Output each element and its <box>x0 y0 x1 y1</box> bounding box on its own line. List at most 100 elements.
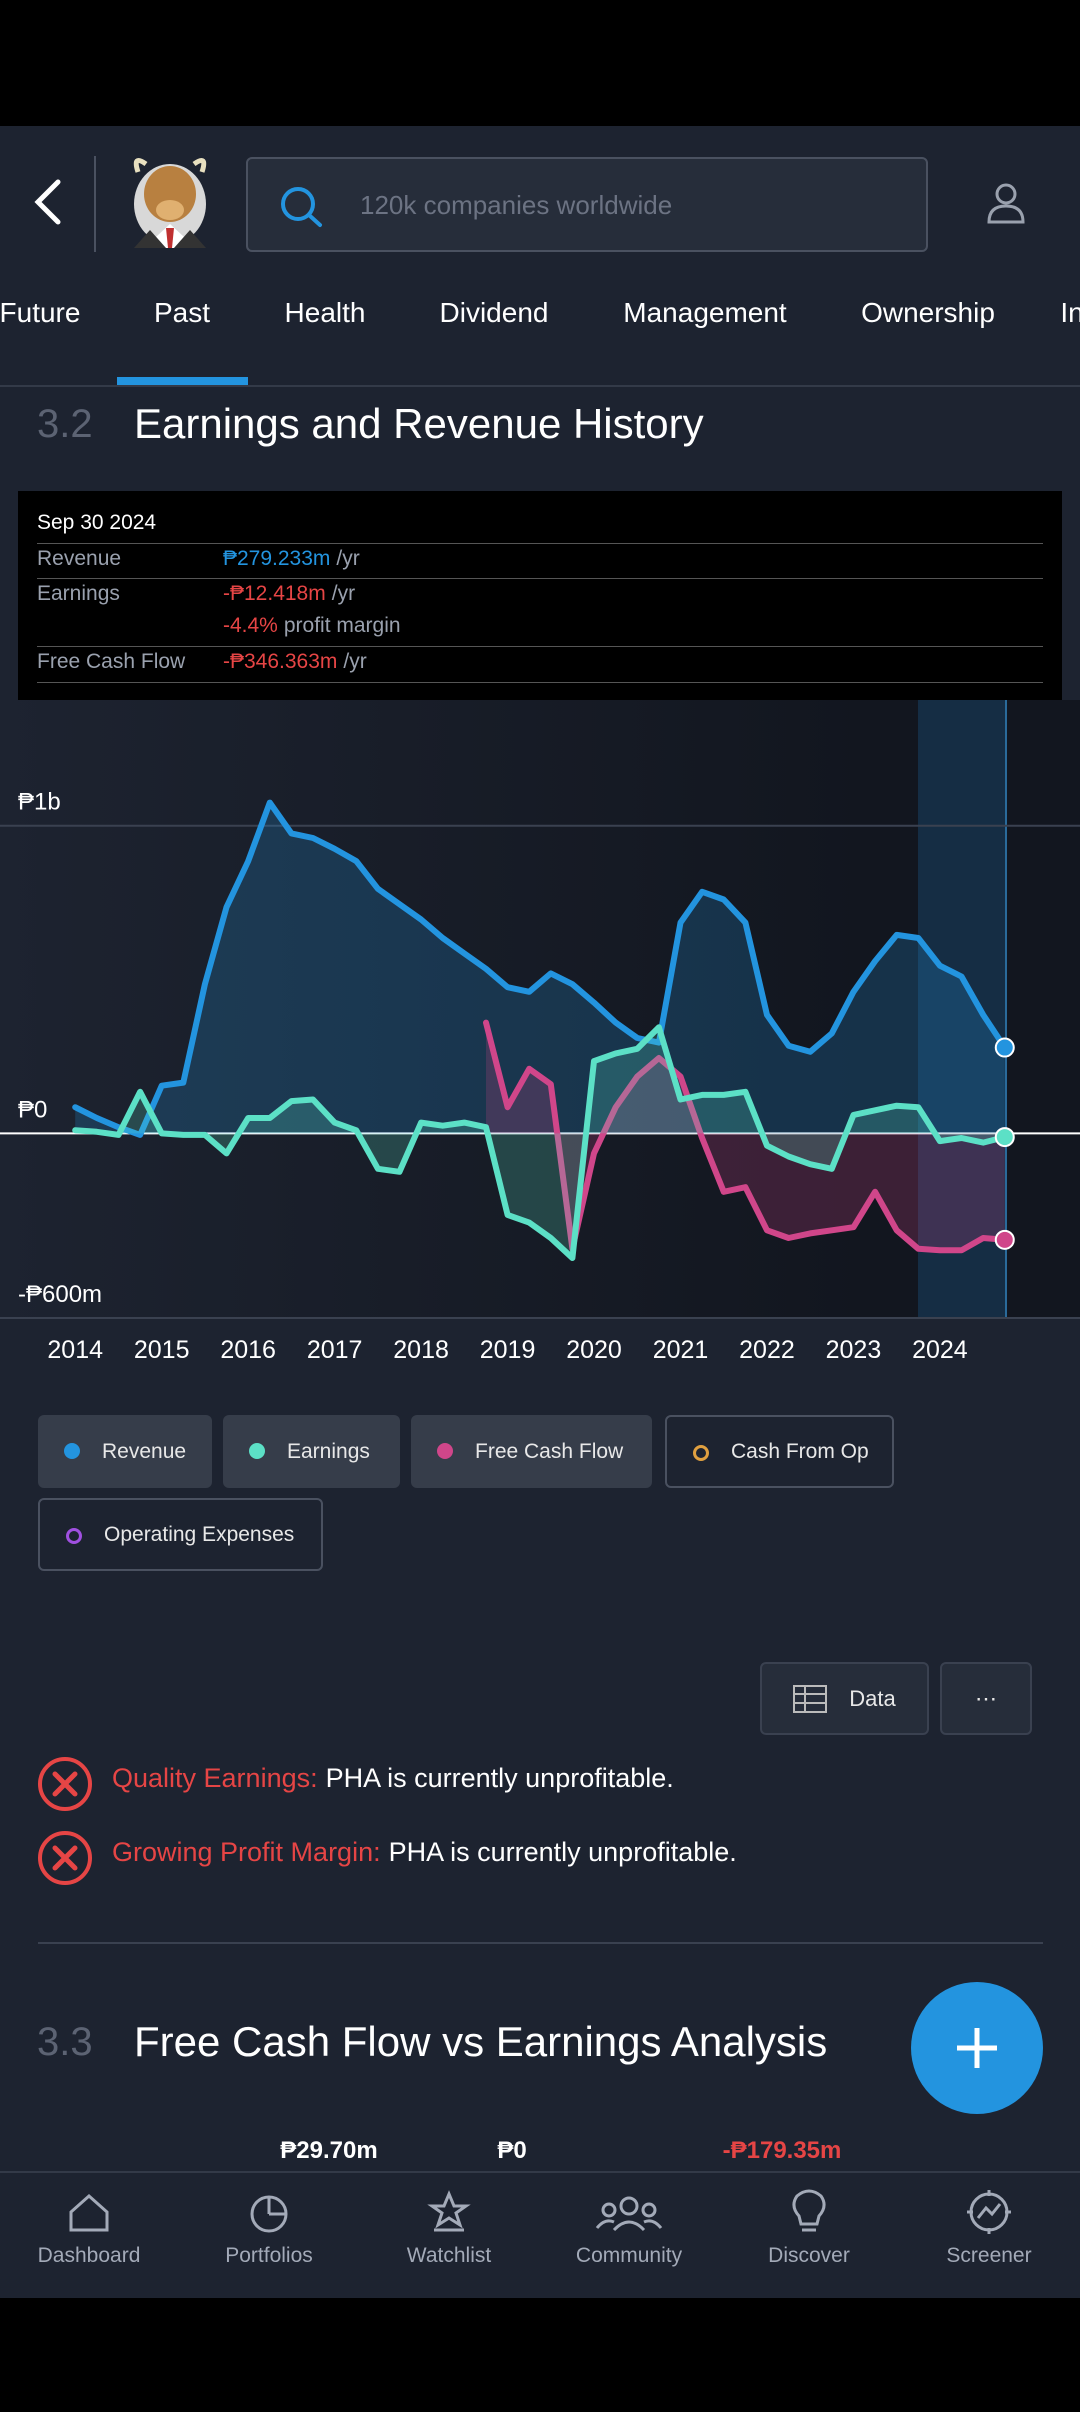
series-area <box>486 1022 1005 1251</box>
profile-icon[interactable] <box>986 182 1026 224</box>
legend-label: Operating Expenses <box>104 1522 295 1546</box>
tooltip-margin-value: -4.4% <box>223 614 278 637</box>
community-icon <box>641 2202 657 2218</box>
active-tab-indicator <box>117 377 248 385</box>
tab[interactable]: Past <box>153 297 211 328</box>
fail-icon <box>38 1757 92 1811</box>
legend-label: Free Cash Flow <box>475 1439 624 1463</box>
tooltip-value-row: ₱279.233m/yr <box>223 547 360 571</box>
screener-icon <box>967 2190 1011 2234</box>
tooltip-separator <box>37 682 1043 683</box>
nav-label[interactable]: Portfolios <box>225 2244 313 2267</box>
x-tick-label: 2019 <box>480 1336 536 1364</box>
legend-dot <box>64 1443 80 1459</box>
end-point <box>994 1037 1015 1058</box>
nav-label[interactable]: Screener <box>946 2244 1032 2267</box>
tooltip <box>18 491 1062 700</box>
nav-label[interactable]: Watchlist <box>406 2244 492 2267</box>
community-icon <box>595 2219 663 2232</box>
tooltip-label: Free Cash Flow <box>37 650 186 673</box>
bottom-nav <box>0 2171 1080 2298</box>
tab[interactable]: Management <box>623 297 787 328</box>
check-text: PHA is currently unprofitable. <box>388 1837 737 1867</box>
check-label: Growing Profit Margin: <box>112 1837 381 1867</box>
tab-border <box>0 385 1080 387</box>
discover-icon <box>792 2189 826 2232</box>
tooltip-separator <box>37 543 1043 544</box>
fail-icon <box>38 1831 92 1885</box>
x-tick-label: 2018 <box>393 1336 449 1364</box>
nav-icons <box>69 2189 1011 2234</box>
nav-label[interactable]: Community <box>575 2244 683 2267</box>
search-icon <box>281 187 322 227</box>
tab[interactable]: Ownership <box>861 297 995 328</box>
tooltip-separator <box>37 646 1043 647</box>
avatar[interactable] <box>130 152 210 248</box>
legend-dot <box>249 1443 265 1459</box>
legend-label: Earnings <box>287 1439 370 1463</box>
community-icon <box>619 2196 639 2216</box>
tooltip-value: ₱279.233m <box>223 547 331 570</box>
tab[interactable]: Health <box>284 297 366 328</box>
legend-dot <box>693 1445 709 1461</box>
legend-item[interactable]: Earnings <box>223 1415 400 1488</box>
chart: ₱1b ₱0 -₱600m 2014 2015 2016 2017 2018 2019 2020 2… <box>0 700 1080 1364</box>
data-button[interactable]: Data <box>760 1662 929 1735</box>
summary-value: ₱29.70m <box>280 2137 378 2164</box>
y-tick-label: -₱600m <box>18 1281 102 1308</box>
y-tick-label: ₱0 <box>18 1096 47 1123</box>
add-button[interactable] <box>911 1982 1043 2114</box>
x-tick-label: 2020 <box>566 1336 622 1364</box>
nav-label[interactable]: Discover <box>768 2244 850 2267</box>
tooltip-unit: /yr <box>336 547 360 570</box>
divider <box>94 156 96 252</box>
tooltip-margin-row: -4.4% profit margin <box>223 614 401 638</box>
series-area <box>75 802 1005 1135</box>
section-title: Free Cash Flow vs Earnings Analysis <box>134 2018 828 2065</box>
legend-item[interactable]: Operating Expenses <box>38 1498 323 1571</box>
x-tick-label: 2024 <box>912 1336 968 1364</box>
nav-label[interactable]: Dashboard <box>37 2244 141 2267</box>
dashboard-icon <box>69 2193 109 2232</box>
legend-item[interactable]: Revenue <box>38 1415 212 1488</box>
more-button[interactable]: ⋯ <box>940 1662 1032 1735</box>
tooltip-unit: /yr <box>343 650 367 673</box>
legend-label: Cash From Op <box>731 1439 869 1463</box>
watchlist-icon <box>427 2190 471 2229</box>
tab[interactable]: Future <box>0 297 81 328</box>
tooltip-value-row: -₱346.363m/yr <box>223 650 367 674</box>
end-point <box>994 1127 1015 1148</box>
search-placeholder: 120k companies worldwide <box>360 190 673 220</box>
legend-item[interactable]: Free Cash Flow <box>411 1415 652 1488</box>
check-text: PHA is currently unprofitable. <box>325 1763 674 1793</box>
search-box[interactable] <box>246 157 928 252</box>
summary-value: ₱0 <box>497 2137 527 2164</box>
divider <box>38 1942 1043 1944</box>
series-line <box>72 1024 1008 1261</box>
table-icon <box>793 1684 828 1713</box>
check-row: Quality Earnings: PHA is currently unprof… <box>112 1763 674 1794</box>
tab[interactable]: In <box>1060 297 1080 328</box>
legend-dot <box>66 1528 82 1544</box>
tooltip-unit: /yr <box>331 582 356 605</box>
tab[interactable]: Dividend <box>439 297 549 328</box>
series-area <box>75 1027 1005 1258</box>
x-tick-label: 2023 <box>826 1336 882 1364</box>
x-tick-label: 2017 <box>307 1336 363 1364</box>
back-button[interactable] <box>28 176 68 228</box>
data-button-label: Data <box>849 1685 896 1711</box>
chart-background <box>0 700 1080 1318</box>
tooltip-margin-text: profit margin <box>283 614 401 637</box>
tooltip-label: Earnings <box>37 582 120 605</box>
tooltip-label: Revenue <box>37 547 122 570</box>
section-number: 3.3 <box>37 2020 93 2064</box>
legend-label: Revenue <box>102 1439 187 1463</box>
legend-item[interactable]: Cash From Op <box>665 1415 894 1488</box>
tooltip-value: -₱12.418m <box>223 582 326 605</box>
legend-dot <box>437 1443 453 1459</box>
tooltip-date: Sep 30 2024 <box>37 511 157 534</box>
x-tick-label: 2021 <box>653 1336 709 1364</box>
section-title: Earnings and Revenue History <box>134 400 704 447</box>
end-point <box>994 1229 1015 1250</box>
